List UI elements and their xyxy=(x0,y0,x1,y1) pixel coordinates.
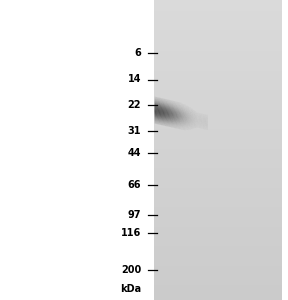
Text: 97: 97 xyxy=(128,209,141,220)
Text: 14: 14 xyxy=(128,74,141,85)
Text: 200: 200 xyxy=(121,265,141,275)
Text: 6: 6 xyxy=(134,47,141,58)
Text: 22: 22 xyxy=(128,100,141,110)
Text: 44: 44 xyxy=(128,148,141,158)
Text: 31: 31 xyxy=(128,125,141,136)
Text: 66: 66 xyxy=(128,179,141,190)
Text: kDa: kDa xyxy=(120,284,141,294)
Text: 116: 116 xyxy=(121,227,141,238)
